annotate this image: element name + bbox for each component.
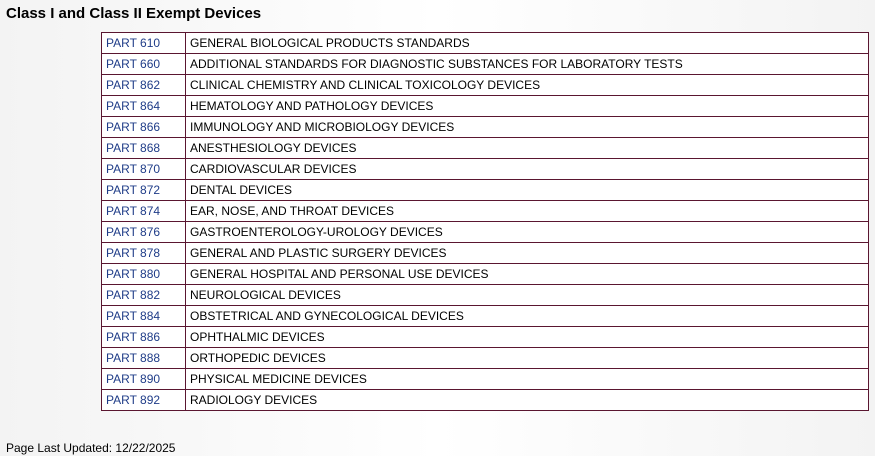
part-cell: PART 862	[101, 74, 186, 96]
description-cell: EAR, NOSE, AND THROAT DEVICES	[185, 200, 869, 222]
table-row: PART 882 NEUROLOGICAL DEVICES	[101, 284, 869, 306]
part-link[interactable]: PART 868	[106, 141, 161, 155]
part-cell: PART 660	[101, 53, 186, 75]
part-cell: PART 886	[101, 326, 186, 348]
part-cell: PART 874	[101, 200, 186, 222]
part-link[interactable]: PART 610	[106, 36, 161, 50]
part-link[interactable]: PART 882	[106, 288, 161, 302]
table-row: PART 872 DENTAL DEVICES	[101, 179, 869, 201]
part-cell: PART 866	[101, 116, 186, 138]
part-cell: PART 878	[101, 242, 186, 264]
part-link[interactable]: PART 888	[106, 351, 161, 365]
part-link[interactable]: PART 862	[106, 78, 161, 92]
table-row: PART 868 ANESTHESIOLOGY DEVICES	[101, 137, 869, 159]
part-cell: PART 880	[101, 263, 186, 285]
table-row: PART 892 RADIOLOGY DEVICES	[101, 389, 869, 411]
table-row: PART 888 ORTHOPEDIC DEVICES	[101, 347, 869, 369]
part-cell: PART 892	[101, 389, 186, 411]
device-table: PART 610 GENERAL BIOLOGICAL PRODUCTS STAN…	[101, 32, 869, 411]
description-cell: GASTROENTEROLOGY-UROLOGY DEVICES	[185, 221, 869, 243]
table-row: PART 866 IMMUNOLOGY AND MICROBIOLOGY DEVI…	[101, 116, 869, 138]
description-cell: ADDITIONAL STANDARDS FOR DIAGNOSTIC SUBS…	[185, 53, 869, 75]
table-row: PART 890 PHYSICAL MEDICINE DEVICES	[101, 368, 869, 390]
table-row: PART 864 HEMATOLOGY AND PATHOLOGY DEVICES	[101, 95, 869, 117]
description-cell: CARDIOVASCULAR DEVICES	[185, 158, 869, 180]
part-link[interactable]: PART 872	[106, 183, 161, 197]
part-cell: PART 888	[101, 347, 186, 369]
page-title: Class I and Class II Exempt Devices	[6, 5, 262, 22]
description-cell: OBSTETRICAL AND GYNECOLOGICAL DEVICES	[185, 305, 869, 327]
table-row: PART 874 EAR, NOSE, AND THROAT DEVICES	[101, 200, 869, 222]
part-link[interactable]: PART 876	[106, 225, 161, 239]
description-cell: GENERAL BIOLOGICAL PRODUCTS STANDARDS	[185, 32, 869, 54]
part-cell: PART 890	[101, 368, 186, 390]
description-cell: NEUROLOGICAL DEVICES	[185, 284, 869, 306]
part-link[interactable]: PART 870	[106, 162, 161, 176]
part-link[interactable]: PART 660	[106, 57, 161, 71]
part-cell: PART 876	[101, 221, 186, 243]
description-cell: CLINICAL CHEMISTRY AND CLINICAL TOXICOLO…	[185, 74, 869, 96]
part-link[interactable]: PART 874	[106, 204, 161, 218]
description-cell: ORTHOPEDIC DEVICES	[185, 347, 869, 369]
part-cell: PART 610	[101, 32, 186, 54]
last-updated: Page Last Updated: 12/22/2025	[6, 441, 176, 455]
part-link[interactable]: PART 890	[106, 372, 161, 386]
description-cell: GENERAL HOSPITAL AND PERSONAL USE DEVICE…	[185, 263, 869, 285]
table-row: PART 880 GENERAL HOSPITAL AND PERSONAL US…	[101, 263, 869, 285]
part-link[interactable]: PART 886	[106, 330, 161, 344]
table-row: PART 886 OPHTHALMIC DEVICES	[101, 326, 869, 348]
description-cell: GENERAL AND PLASTIC SURGERY DEVICES	[185, 242, 869, 264]
part-link[interactable]: PART 884	[106, 309, 161, 323]
description-cell: RADIOLOGY DEVICES	[185, 389, 869, 411]
part-cell: PART 884	[101, 305, 186, 327]
part-cell: PART 882	[101, 284, 186, 306]
table-row: PART 870 CARDIOVASCULAR DEVICES	[101, 158, 869, 180]
table-row: PART 884 OBSTETRICAL AND GYNECOLOGICAL DE…	[101, 305, 869, 327]
description-cell: HEMATOLOGY AND PATHOLOGY DEVICES	[185, 95, 869, 117]
table-row: PART 876 GASTROENTEROLOGY-UROLOGY DEVICES	[101, 221, 869, 243]
part-cell: PART 868	[101, 137, 186, 159]
table-row: PART 878 GENERAL AND PLASTIC SURGERY DEVI…	[101, 242, 869, 264]
table-row: PART 610 GENERAL BIOLOGICAL PRODUCTS STAN…	[101, 32, 869, 54]
description-cell: ANESTHESIOLOGY DEVICES	[185, 137, 869, 159]
part-link[interactable]: PART 880	[106, 267, 161, 281]
part-link[interactable]: PART 866	[106, 120, 161, 134]
part-cell: PART 864	[101, 95, 186, 117]
table-row: PART 862 CLINICAL CHEMISTRY AND CLINICAL …	[101, 74, 869, 96]
description-cell: OPHTHALMIC DEVICES	[185, 326, 869, 348]
part-link[interactable]: PART 892	[106, 393, 161, 407]
table-row: PART 660 ADDITIONAL STANDARDS FOR DIAGNOS…	[101, 53, 869, 75]
description-cell: DENTAL DEVICES	[185, 179, 869, 201]
part-cell: PART 872	[101, 179, 186, 201]
part-link[interactable]: PART 864	[106, 99, 161, 113]
part-link[interactable]: PART 878	[106, 246, 161, 260]
description-cell: PHYSICAL MEDICINE DEVICES	[185, 368, 869, 390]
part-cell: PART 870	[101, 158, 186, 180]
description-cell: IMMUNOLOGY AND MICROBIOLOGY DEVICES	[185, 116, 869, 138]
